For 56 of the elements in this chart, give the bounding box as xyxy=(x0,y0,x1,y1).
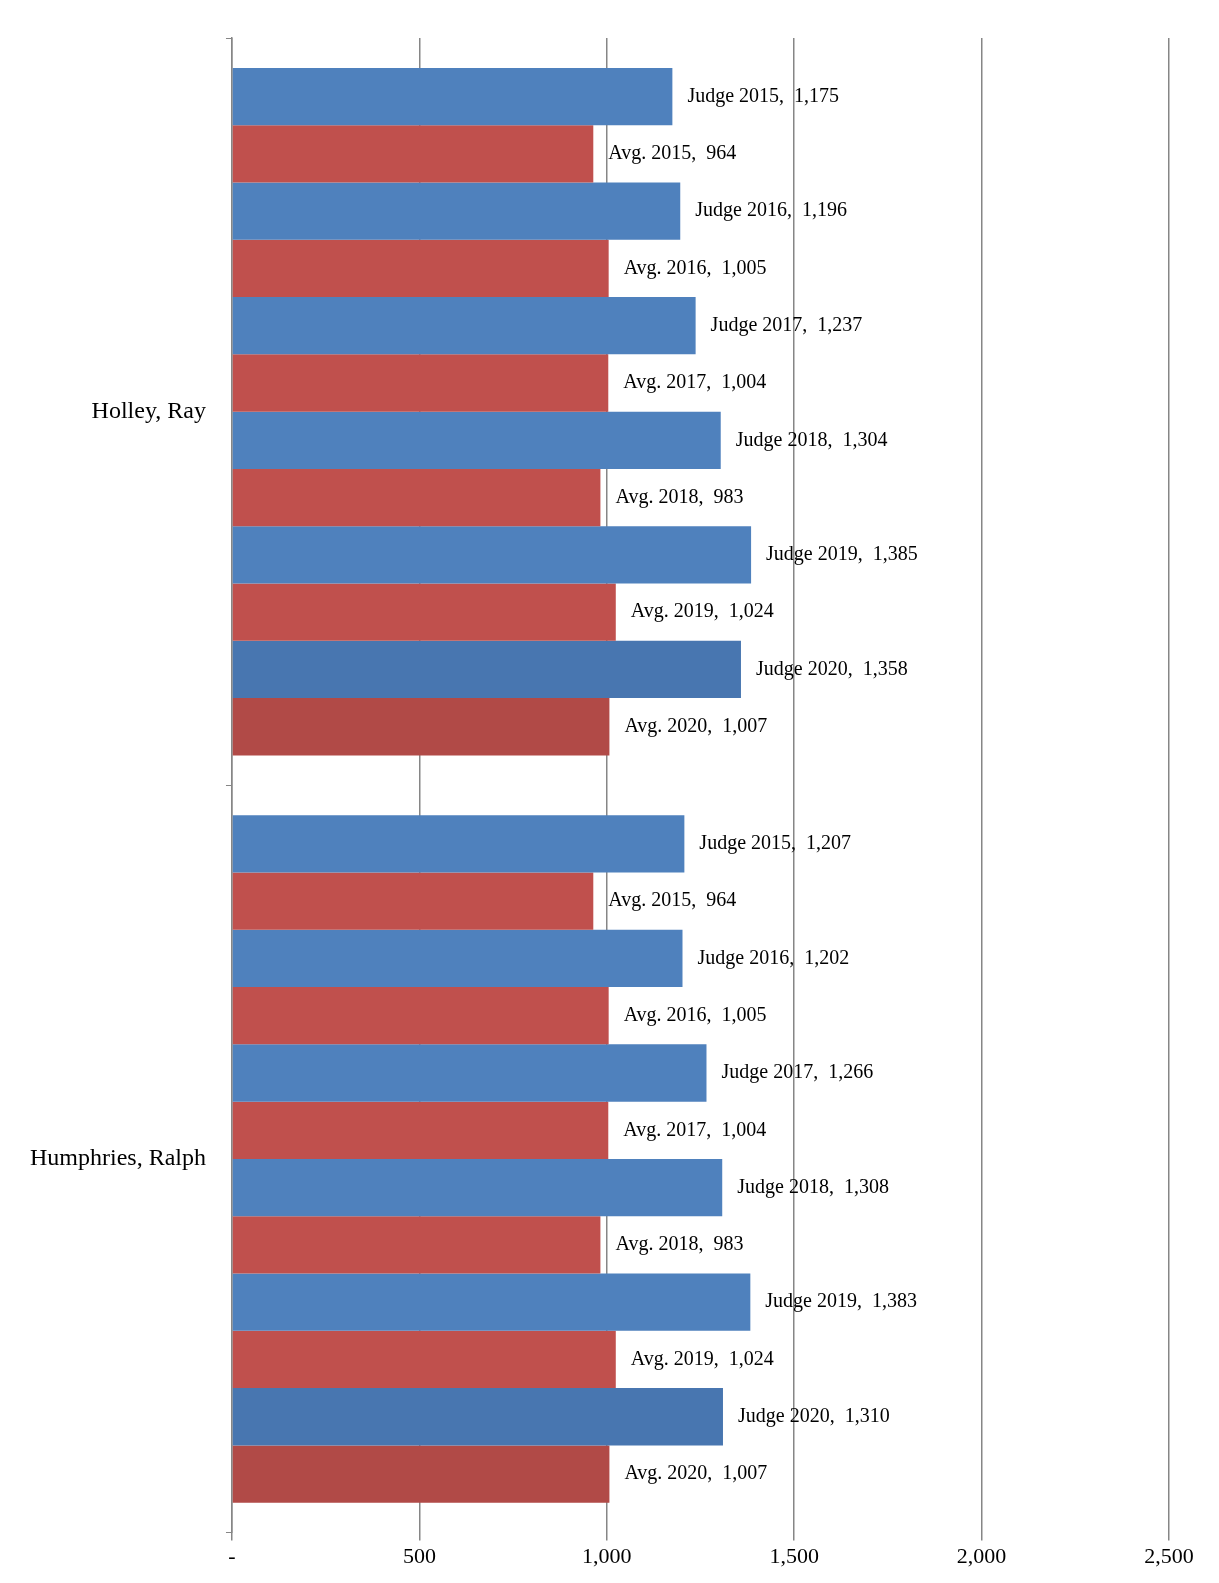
bar xyxy=(232,640,741,699)
y-tick-label: Holley, Ray xyxy=(91,396,206,423)
bar xyxy=(232,1330,616,1389)
bar xyxy=(232,1101,609,1159)
bar xyxy=(232,987,609,1045)
data-label: Avg. 2020, 1,007 xyxy=(624,714,768,738)
bar xyxy=(232,872,594,930)
bar xyxy=(232,239,609,298)
bar xyxy=(232,411,721,469)
data-label: Avg. 2016, 1,005 xyxy=(623,1002,767,1026)
x-tick-label: - xyxy=(228,1542,236,1568)
data-label: Avg. 2019, 1,024 xyxy=(630,1346,774,1370)
bar xyxy=(232,526,752,584)
bar xyxy=(232,297,696,355)
data-label: Judge 2016, 1,202 xyxy=(697,945,850,969)
bar xyxy=(232,125,594,183)
y-tick-label: Humphries, Ralph xyxy=(30,1144,206,1171)
data-label: Avg. 2015, 964 xyxy=(608,888,737,912)
bar xyxy=(232,583,616,641)
data-label: Avg. 2017, 1,004 xyxy=(623,1117,767,1141)
bar xyxy=(232,1158,723,1217)
data-label: Avg. 2018, 983 xyxy=(615,484,744,508)
bar xyxy=(232,1445,610,1503)
data-label: Judge 2018, 1,304 xyxy=(735,427,888,451)
bar xyxy=(232,1273,751,1331)
x-tick-label: 1,000 xyxy=(582,1542,632,1568)
x-tick-label: 1,500 xyxy=(769,1542,819,1568)
data-label: Judge 2018, 1,308 xyxy=(737,1174,889,1198)
data-label: Judge 2015, 1,175 xyxy=(687,83,840,107)
x-tick-label: 2,500 xyxy=(1144,1542,1194,1568)
data-label: Judge 2020, 1,358 xyxy=(755,656,908,680)
bar xyxy=(232,815,685,873)
bar xyxy=(232,929,683,988)
data-label: Avg. 2016, 1,005 xyxy=(623,255,767,279)
bar xyxy=(232,468,601,527)
data-label: Avg. 2017, 1,004 xyxy=(623,370,767,394)
bar xyxy=(232,182,681,240)
data-label: Judge 2019, 1,385 xyxy=(766,542,918,566)
x-tick-label: 2,000 xyxy=(956,1542,1007,1568)
bar xyxy=(232,1044,707,1102)
data-label: Judge 2016, 1,196 xyxy=(695,198,847,222)
data-label: Avg. 2019, 1,024 xyxy=(630,599,774,623)
data-label: Judge 2020, 1,310 xyxy=(737,1404,890,1428)
data-label: Judge 2017, 1,266 xyxy=(721,1060,874,1084)
data-label: Avg. 2018, 983 xyxy=(615,1232,744,1256)
bar xyxy=(232,67,673,126)
data-label: Avg. 2015, 964 xyxy=(608,141,737,165)
data-label: Judge 2017, 1,237 xyxy=(710,312,863,336)
data-label: Judge 2015, 1,207 xyxy=(699,831,852,855)
bar xyxy=(232,1388,723,1446)
bar xyxy=(232,354,609,412)
data-label: Judge 2019, 1,383 xyxy=(765,1289,918,1313)
x-tick-label: 500 xyxy=(402,1542,436,1568)
bar xyxy=(232,1216,601,1274)
data-label: Avg. 2020, 1,007 xyxy=(624,1461,768,1485)
bar xyxy=(232,698,610,756)
